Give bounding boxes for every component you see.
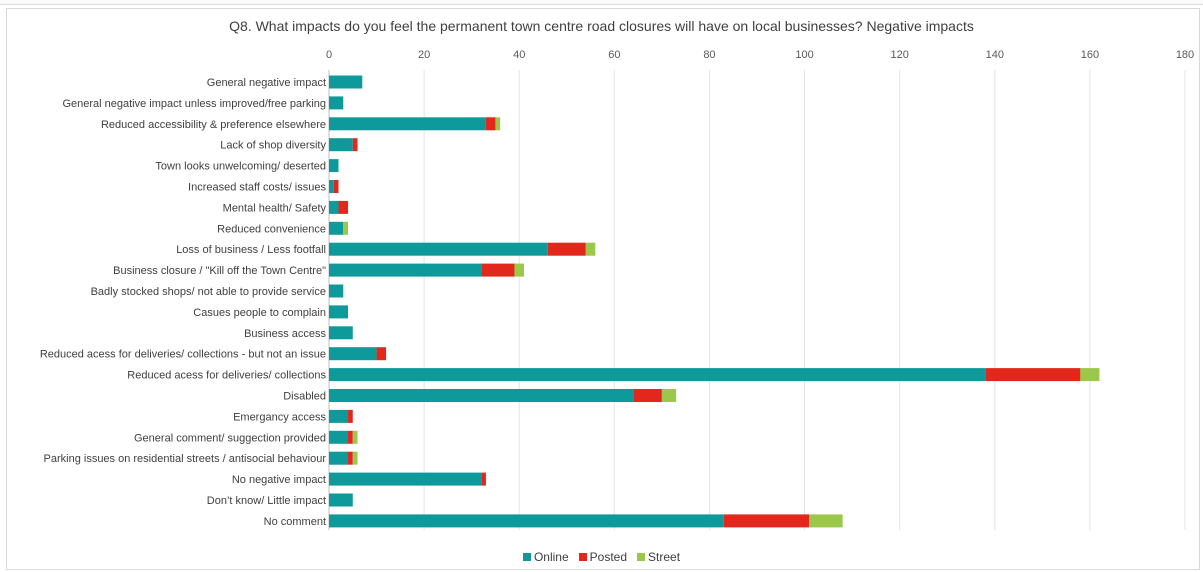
category-label: Parking issues on residential streets / … <box>44 453 327 465</box>
x-tick-label: 20 <box>418 49 430 61</box>
bar-posted <box>348 451 353 465</box>
x-tick-label: 100 <box>795 49 813 61</box>
gridlines <box>328 70 1186 530</box>
bar-posted <box>633 389 662 402</box>
legend-item-posted: Posted <box>578 550 628 564</box>
bar-online <box>329 451 349 465</box>
chart-frame <box>6 8 1200 570</box>
bar-posted <box>723 514 810 528</box>
category-label: Loss of business / Less footfall <box>176 244 326 256</box>
bar-street <box>352 451 358 465</box>
category-label: Business access <box>244 328 326 340</box>
bar-online <box>329 138 353 152</box>
bar-posted <box>485 117 496 131</box>
bar-street <box>514 263 524 277</box>
category-label: Don’t know/ Little impact <box>207 495 326 507</box>
x-tick-label: 160 <box>1081 49 1099 61</box>
bar-online <box>329 221 344 235</box>
x-tick-label: 180 <box>1176 49 1194 61</box>
x-tick-label: 40 <box>513 49 525 61</box>
bar-posted <box>481 472 486 486</box>
category-label: Mental health/ Safety <box>223 202 327 214</box>
bar-online <box>329 242 548 256</box>
bar-posted <box>348 430 353 444</box>
legend-label: Street <box>648 550 681 564</box>
category-label: No comment <box>264 516 326 528</box>
category-label: Lack of shop diversity <box>220 140 326 152</box>
bar-street <box>352 430 358 444</box>
bar-online <box>329 409 349 423</box>
bar-online <box>329 347 377 361</box>
bar-street <box>809 514 843 528</box>
category-label: Reduced acess for deliveries/ collection… <box>40 349 326 361</box>
bar-street <box>585 242 596 256</box>
bar-online <box>329 305 349 319</box>
bar-online <box>329 117 486 131</box>
category-label: Badly stocked shops/ not able to provide… <box>91 286 326 298</box>
legend-item-online: Online <box>522 550 569 564</box>
category-label: General negative impact <box>207 77 326 89</box>
bar-posted <box>338 200 349 214</box>
x-tick-label: 0 <box>326 49 332 61</box>
bar-street <box>661 389 677 402</box>
bar-online <box>329 430 349 444</box>
legend-swatch <box>522 553 531 561</box>
legend-label: Posted <box>589 550 628 564</box>
bar-online <box>329 472 482 486</box>
bar-street <box>343 221 349 235</box>
bar-posted <box>547 242 586 256</box>
category-label: Town looks unwelcoming/ deserted <box>155 161 326 173</box>
x-tick-label: 80 <box>703 49 715 61</box>
bar-online <box>329 493 353 507</box>
category-label: Reduced acess for deliveries/ collection… <box>127 370 326 382</box>
category-label: Disabled <box>283 391 326 403</box>
bar-online <box>329 75 363 89</box>
x-tick-label: 140 <box>986 49 1004 61</box>
bar-online <box>329 180 334 193</box>
legend-swatch <box>637 553 646 561</box>
category-label: Emergancy access <box>233 411 326 423</box>
bar-posted <box>985 368 1081 382</box>
x-tick-label: 60 <box>608 49 620 61</box>
legend-item-street: Street <box>637 550 680 564</box>
category-label: Increased staff costs/ issues <box>188 182 326 194</box>
bar-posted <box>376 347 387 361</box>
bar-street <box>1080 368 1100 382</box>
bar-posted <box>481 263 515 277</box>
legend-label: Online <box>533 550 569 564</box>
category-label: Reduced accessibility & preference elsew… <box>101 119 326 131</box>
legend: Online Posted Street <box>0 550 1203 564</box>
bar-street <box>495 117 501 131</box>
chart-title: Q8. What impacts do you feel the permane… <box>229 18 974 34</box>
bar-online <box>329 159 339 173</box>
x-tick-label: 120 <box>890 49 908 61</box>
bar-online <box>329 200 339 214</box>
bar-online <box>329 514 724 528</box>
bar-posted <box>352 138 358 152</box>
bar-online <box>329 263 482 277</box>
category-label: Casues people to complain <box>193 307 326 319</box>
category-label: Business closure / "Kill off the Town Ce… <box>113 265 326 277</box>
category-label: Reduced convenience <box>217 223 326 235</box>
bar-posted <box>333 180 339 193</box>
legend-swatch <box>578 553 587 561</box>
category-label: No negative impact <box>232 474 326 486</box>
bars <box>329 75 1100 528</box>
bar-online <box>329 389 634 402</box>
x-axis-ticks: 0 20 40 60 80 100 120 140 160 180 <box>326 49 1194 61</box>
category-labels: General negative impact General negative … <box>40 77 327 528</box>
bar-posted <box>348 409 353 423</box>
bar-online <box>329 284 344 298</box>
category-label: General comment/ suggection provided <box>134 432 326 444</box>
top-border <box>0 0 1203 5</box>
bar-online <box>329 326 353 340</box>
category-label: General negative impact unless improved/… <box>62 98 326 110</box>
bar-online <box>329 368 986 382</box>
bar-online <box>329 96 344 110</box>
